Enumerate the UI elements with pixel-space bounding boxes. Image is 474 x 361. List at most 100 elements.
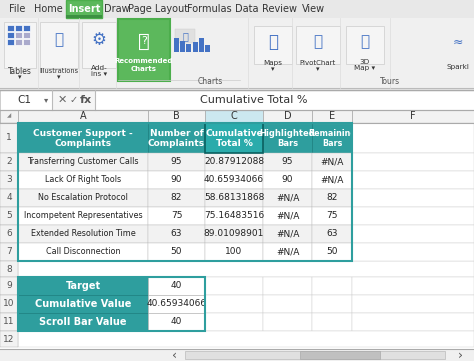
Text: 58.68131868: 58.68131868	[204, 193, 264, 203]
Text: Cumulative Value: Cumulative Value	[35, 299, 131, 309]
Bar	[18, 207, 148, 225]
Bar	[148, 243, 205, 261]
Text: 7: 7	[6, 248, 12, 257]
Text: Complaints: Complaints	[148, 139, 205, 148]
Bar	[352, 277, 474, 295]
Text: Insert: Insert	[68, 4, 100, 14]
Text: #N/A: #N/A	[276, 248, 299, 257]
Bar	[18, 225, 148, 243]
Bar	[199, 38, 204, 52]
Bar	[263, 153, 312, 171]
Bar	[352, 123, 474, 153]
Text: ›: ›	[457, 348, 463, 361]
Text: Add-: Add-	[91, 65, 108, 71]
Text: #N/A: #N/A	[276, 212, 299, 221]
Text: 📈: 📈	[182, 31, 188, 41]
Text: Charts: Charts	[131, 66, 157, 72]
Text: 40: 40	[171, 282, 182, 291]
Bar	[0, 313, 18, 331]
Bar	[263, 295, 312, 313]
Text: 90: 90	[282, 175, 293, 184]
Text: 1: 1	[6, 134, 12, 143]
Text: Highlighted: Highlighted	[260, 129, 315, 138]
Bar	[180, 41, 185, 52]
Bar	[0, 243, 18, 261]
Text: B: B	[173, 111, 180, 121]
Bar	[205, 225, 263, 243]
Text: C1: C1	[17, 95, 31, 105]
Text: ▾: ▾	[44, 96, 48, 104]
Bar	[7, 32, 14, 38]
Text: ≈: ≈	[453, 35, 463, 48]
Text: 6: 6	[6, 230, 12, 239]
Text: Tables: Tables	[8, 66, 32, 75]
Bar	[312, 225, 352, 243]
Bar	[205, 207, 263, 225]
Bar	[18, 189, 148, 207]
Text: 🌍: 🌍	[360, 35, 370, 49]
Bar	[312, 207, 352, 225]
Text: ‹: ‹	[173, 348, 177, 361]
Text: Scroll Bar Value: Scroll Bar Value	[39, 317, 127, 327]
Text: Draw: Draw	[104, 4, 130, 14]
Text: Home: Home	[34, 4, 63, 14]
Text: 63: 63	[171, 230, 182, 239]
Bar	[18, 153, 148, 171]
Text: ✕: ✕	[57, 95, 67, 105]
Bar	[193, 42, 198, 52]
Bar	[0, 90, 474, 110]
Bar	[66, 15, 102, 18]
Text: 4: 4	[6, 193, 12, 203]
Text: 82: 82	[326, 193, 337, 203]
Bar	[352, 207, 474, 225]
Text: 40.65934066: 40.65934066	[146, 300, 207, 309]
Text: View: View	[301, 4, 325, 14]
Text: Number of: Number of	[150, 129, 203, 138]
Bar	[0, 0, 474, 90]
Text: 75: 75	[171, 212, 182, 221]
Bar	[352, 110, 474, 123]
Text: #N/A: #N/A	[276, 193, 299, 203]
Bar	[0, 277, 18, 295]
Text: 100: 100	[225, 248, 243, 257]
Bar	[0, 0, 474, 18]
Bar	[0, 207, 18, 225]
Bar	[148, 123, 205, 153]
Text: ⚙: ⚙	[91, 31, 107, 49]
Bar	[18, 277, 205, 331]
Bar	[352, 243, 474, 261]
Text: Sparkl: Sparkl	[447, 64, 469, 70]
Bar	[18, 331, 474, 347]
Bar	[148, 189, 205, 207]
Text: Extended Resolution Time: Extended Resolution Time	[31, 230, 136, 239]
Text: Data: Data	[235, 4, 259, 14]
Text: Transferring Customer Calls: Transferring Customer Calls	[27, 157, 139, 166]
Bar	[205, 277, 263, 295]
Bar	[205, 243, 263, 261]
Text: 8: 8	[6, 265, 12, 274]
Bar	[312, 243, 352, 261]
Bar	[18, 123, 148, 153]
Text: 3D: 3D	[360, 59, 370, 65]
Bar	[148, 295, 205, 313]
Bar	[312, 110, 352, 123]
Bar	[18, 171, 148, 189]
Text: Formulas: Formulas	[187, 4, 231, 14]
Bar	[346, 26, 384, 64]
Text: Maps: Maps	[264, 60, 283, 66]
Text: Illustrations: Illustrations	[39, 68, 79, 74]
Bar	[263, 207, 312, 225]
Bar	[18, 123, 352, 261]
Bar	[4, 22, 36, 68]
Text: ▾: ▾	[316, 66, 320, 72]
Text: Tours: Tours	[380, 78, 400, 87]
Text: 3: 3	[6, 175, 12, 184]
Bar	[148, 313, 205, 331]
Bar	[312, 153, 352, 171]
Bar	[15, 25, 22, 31]
Bar	[205, 189, 263, 207]
Bar	[0, 18, 474, 88]
Bar	[148, 110, 205, 123]
Text: 2: 2	[6, 157, 12, 166]
Text: 20.87912088: 20.87912088	[204, 157, 264, 166]
